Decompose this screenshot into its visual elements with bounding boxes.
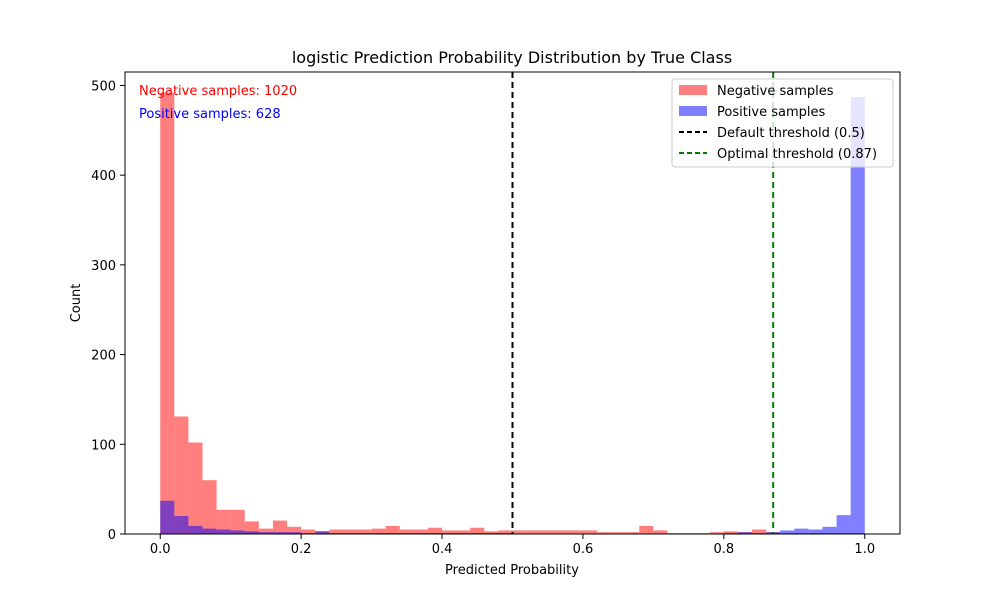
legend-swatch-negative xyxy=(679,85,707,95)
positive-bar xyxy=(836,515,851,534)
negative-bar xyxy=(540,530,555,534)
negative-bar xyxy=(413,529,428,534)
positive-bar xyxy=(160,500,175,534)
negative-bar xyxy=(357,529,372,534)
negative-bar xyxy=(597,532,612,534)
legend-label-positive: Positive samples xyxy=(717,105,826,120)
y-axis-label: Count xyxy=(69,284,84,323)
x-axis-label: Predicted Probability xyxy=(445,563,579,578)
negative-bar xyxy=(611,532,626,534)
negative-bar xyxy=(456,530,471,534)
y-tick-label: 100 xyxy=(91,438,116,453)
positive-bar xyxy=(202,528,217,534)
x-tick-label: 0.8 xyxy=(714,542,735,557)
positive-bar xyxy=(822,526,837,534)
negative-bar xyxy=(385,525,400,534)
negative-bar xyxy=(512,530,527,534)
negative-bar xyxy=(343,529,358,534)
positive-bar xyxy=(737,532,753,534)
threshold-lines xyxy=(511,72,775,534)
negative-bar xyxy=(371,528,386,534)
y-tick-label: 400 xyxy=(91,169,116,184)
legend-label-optimal-threshold: Optimal threshold (0.87) xyxy=(717,147,877,162)
negative-bars xyxy=(160,92,865,535)
positive-bar xyxy=(794,528,809,534)
negative-bar xyxy=(653,530,668,534)
x-tick-label: 1.0 xyxy=(854,542,875,557)
legend: Negative samples Positive samples Defaul… xyxy=(671,78,894,168)
negative-bar xyxy=(230,509,245,534)
positive-bar xyxy=(272,532,288,534)
x-axis-ticks: 0.0 0.2 0.4 0.6 0.8 1.0 xyxy=(150,534,875,557)
y-tick-label: 200 xyxy=(91,349,116,364)
negative-bar xyxy=(484,531,499,534)
negative-bar xyxy=(427,527,443,534)
x-tick-label: 0.4 xyxy=(432,542,453,557)
y-axis-ticks: 0 100 200 300 400 500 xyxy=(91,79,125,543)
x-tick-label: 0.2 xyxy=(291,542,312,557)
legend-box xyxy=(671,78,894,168)
positive-bar xyxy=(850,97,865,535)
y-tick-label: 500 xyxy=(91,79,116,94)
positive-bar xyxy=(174,516,189,534)
negative-bar xyxy=(272,520,288,534)
negative-bar xyxy=(202,480,217,534)
negative-bar xyxy=(188,442,203,534)
positive-bar xyxy=(287,532,302,534)
positive-bar xyxy=(230,530,245,534)
negative-bar xyxy=(752,529,767,534)
positive-bar xyxy=(216,529,231,534)
y-tick-label: 0 xyxy=(108,528,116,543)
positive-bar xyxy=(315,531,330,534)
negative-bar xyxy=(258,528,273,534)
negative-bar xyxy=(526,530,541,534)
positive-bar xyxy=(244,531,259,534)
positive-bar xyxy=(808,529,823,534)
positive-bar xyxy=(780,530,795,534)
legend-label-default-threshold: Default threshold (0.5) xyxy=(717,126,865,141)
negative-bar xyxy=(709,532,724,534)
negative-bar xyxy=(160,92,175,535)
legend-label-negative: Negative samples xyxy=(717,84,834,99)
negative-bar xyxy=(554,530,569,534)
negative-bar xyxy=(244,521,259,534)
chart-title: logistic Prediction Probability Distribu… xyxy=(292,48,732,67)
negative-bar xyxy=(174,416,189,534)
negative-bar xyxy=(723,531,738,534)
negative-bar xyxy=(639,525,654,534)
negative-bar xyxy=(216,509,231,534)
x-tick-label: 0.6 xyxy=(573,542,594,557)
negative-count-annotation: Negative samples: 1020 xyxy=(139,84,297,99)
positive-bar xyxy=(188,525,203,534)
positive-count-annotation: Positive samples: 628 xyxy=(139,107,281,122)
negative-bar xyxy=(568,530,583,534)
negative-bar xyxy=(287,526,302,534)
y-tick-label: 300 xyxy=(91,259,116,274)
negative-bar xyxy=(498,530,513,534)
negative-bar xyxy=(470,527,485,534)
negative-bar xyxy=(442,530,457,534)
negative-bar xyxy=(625,532,640,534)
negative-bar xyxy=(301,529,316,534)
positive-bar xyxy=(258,532,273,534)
x-tick-label: 0.0 xyxy=(150,542,171,557)
negative-bar xyxy=(582,530,598,534)
plot-frame xyxy=(124,71,901,535)
negative-bar xyxy=(329,529,344,534)
legend-swatch-positive xyxy=(679,106,707,116)
negative-bar xyxy=(399,529,414,534)
